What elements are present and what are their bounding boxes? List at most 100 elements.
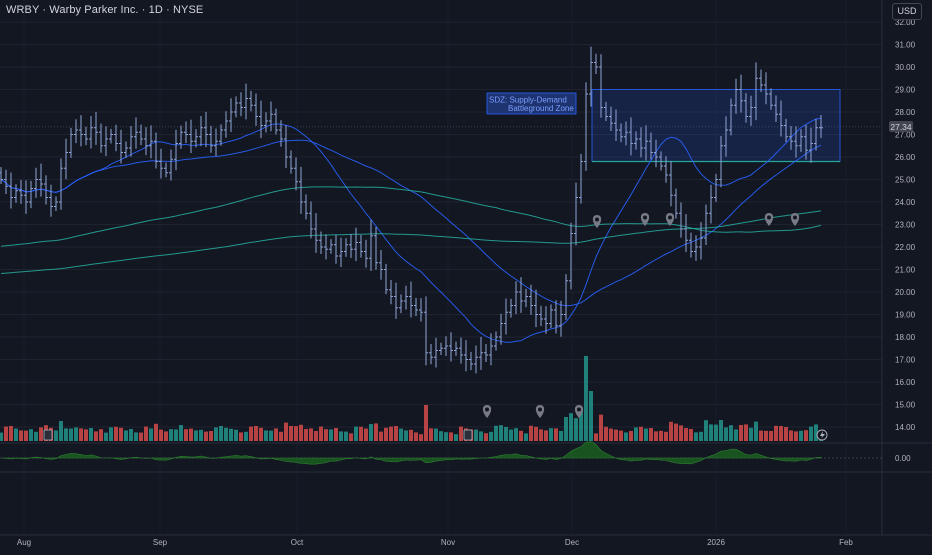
volume-bar bbox=[559, 431, 563, 441]
volume-bar bbox=[739, 425, 743, 441]
volume-bar bbox=[374, 423, 378, 441]
pin-icon-hole bbox=[538, 407, 542, 412]
candle bbox=[664, 156, 668, 183]
volume-bar bbox=[319, 426, 323, 441]
volume-bar bbox=[299, 424, 303, 441]
volume-bar bbox=[269, 430, 273, 441]
time-tick-label: Aug bbox=[17, 538, 31, 547]
earnings-icon bbox=[43, 429, 53, 441]
volume-bar bbox=[634, 427, 638, 441]
volume-bar bbox=[434, 428, 438, 441]
price-axis[interactable]: 32.00 31.00 30.00 29.00 28.00 27.00 26.00 25.00… bbox=[895, 18, 916, 463]
volume-bar bbox=[224, 427, 228, 441]
volume-bar bbox=[684, 428, 688, 441]
candle bbox=[299, 166, 303, 214]
time-axis[interactable]: Aug Sep Oct Nov Dec 2026 Feb bbox=[17, 538, 854, 547]
volume-bar bbox=[814, 424, 818, 441]
candle bbox=[34, 167, 38, 198]
candle bbox=[469, 351, 473, 371]
volume-bar bbox=[194, 430, 198, 441]
pin-icon-hole bbox=[485, 407, 489, 412]
volume-bar bbox=[379, 431, 383, 441]
candle bbox=[254, 93, 258, 126]
candle bbox=[759, 69, 763, 92]
volume-bar bbox=[734, 429, 738, 441]
volume-bar bbox=[109, 427, 113, 441]
candle bbox=[549, 304, 553, 328]
candle bbox=[599, 54, 603, 118]
candle bbox=[49, 184, 53, 217]
volume-bar bbox=[804, 430, 808, 441]
volume-bar bbox=[794, 431, 798, 441]
volume-bar bbox=[239, 432, 243, 441]
candle bbox=[804, 124, 808, 160]
volume-bar bbox=[54, 430, 58, 441]
volume-bar bbox=[304, 429, 308, 441]
currency-button[interactable]: USD bbox=[892, 3, 922, 20]
volume-bar bbox=[204, 431, 208, 441]
candle bbox=[154, 132, 158, 169]
time-tick-label: Feb bbox=[839, 538, 853, 547]
volume-bar bbox=[479, 431, 483, 441]
volume-bar bbox=[669, 421, 673, 441]
volume-bar bbox=[344, 431, 348, 441]
candle bbox=[414, 297, 418, 317]
volume-bar bbox=[754, 421, 758, 441]
candle bbox=[649, 132, 653, 160]
candle bbox=[479, 336, 483, 370]
candle bbox=[474, 345, 478, 374]
volume-bar bbox=[244, 431, 248, 441]
candle bbox=[769, 88, 773, 110]
price-tick-label: 21.00 bbox=[895, 266, 916, 275]
price-tick-label: 24.00 bbox=[895, 198, 916, 207]
price-tick-label: 25.00 bbox=[895, 176, 916, 185]
volume-bar bbox=[119, 427, 123, 441]
candle bbox=[29, 180, 33, 209]
price-tick-label: 22.00 bbox=[895, 243, 916, 252]
candle bbox=[789, 126, 793, 150]
candle bbox=[129, 126, 133, 157]
candle bbox=[359, 234, 363, 258]
volume-bar bbox=[674, 423, 678, 441]
volume-bar bbox=[784, 427, 788, 441]
candle bbox=[39, 163, 43, 197]
volume-bar bbox=[359, 426, 363, 441]
candle bbox=[264, 112, 268, 133]
volume-bar bbox=[189, 428, 193, 441]
candle bbox=[369, 219, 373, 271]
volume-bar bbox=[249, 426, 253, 441]
candle bbox=[449, 332, 453, 362]
time-tick-label: 2026 bbox=[707, 538, 725, 547]
volume-bar bbox=[799, 430, 803, 441]
volume-bar bbox=[749, 427, 753, 441]
volume-bar bbox=[144, 426, 148, 441]
candle bbox=[259, 100, 263, 139]
volume-bar bbox=[569, 413, 573, 441]
candle bbox=[119, 129, 123, 164]
indicator-pane bbox=[0, 441, 882, 465]
volume-bar bbox=[69, 428, 73, 441]
volume-bar bbox=[519, 430, 523, 441]
volume-bar bbox=[454, 434, 458, 441]
candle bbox=[814, 119, 818, 151]
volume-bar bbox=[229, 428, 233, 441]
volume-bar bbox=[599, 414, 603, 441]
candle bbox=[709, 184, 713, 224]
candle bbox=[654, 139, 658, 168]
candle bbox=[464, 340, 468, 372]
volume-bar bbox=[324, 429, 328, 441]
volume-bar bbox=[649, 428, 653, 441]
volume-bar bbox=[594, 433, 598, 441]
candle bbox=[454, 341, 458, 356]
candle bbox=[94, 111, 98, 145]
candle bbox=[754, 62, 758, 121]
volume-bar bbox=[604, 426, 608, 441]
volume-bar bbox=[384, 427, 388, 441]
candle bbox=[99, 123, 103, 153]
candle bbox=[764, 72, 768, 105]
ma-line-100 bbox=[0, 186, 822, 247]
volume-bar bbox=[169, 429, 173, 441]
volume-bar bbox=[154, 423, 158, 441]
